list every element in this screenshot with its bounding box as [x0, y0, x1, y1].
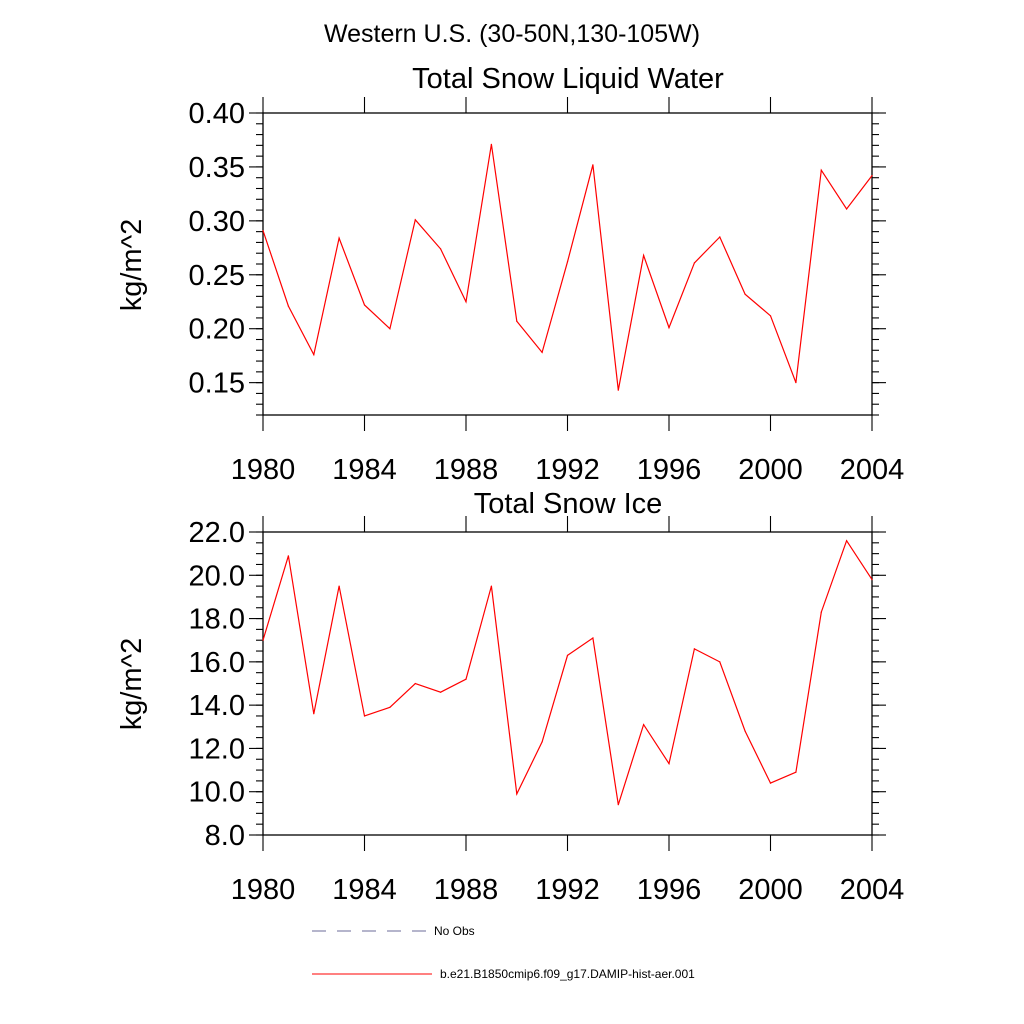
- x-tick-label: 2004: [840, 874, 905, 906]
- panel-title: Total Snow Ice: [474, 488, 663, 520]
- data-point: [668, 763, 670, 765]
- data-point: [643, 724, 645, 726]
- data-point: [846, 208, 848, 210]
- data-point: [516, 793, 518, 795]
- y-axis-label: kg/m^2: [116, 219, 148, 312]
- y-tick-label: 0.30: [189, 206, 245, 238]
- panel-snow-liquid-water: Total Snow Liquid Water kg/m^2 0.150.200…: [116, 63, 904, 486]
- y-tick-label: 0.25: [189, 260, 245, 292]
- data-point: [440, 248, 442, 250]
- data-point: [490, 585, 492, 587]
- data-point: [262, 230, 264, 232]
- y-tick-label: 16.0: [189, 647, 245, 679]
- x-tick-label: 1992: [535, 874, 600, 906]
- data-point: [820, 169, 822, 171]
- data-point: [566, 261, 569, 263]
- data-point: [871, 175, 873, 177]
- data-point: [262, 639, 264, 641]
- data-point: [516, 320, 518, 322]
- data-point: [287, 555, 289, 557]
- data-point: [541, 741, 543, 743]
- x-tick-label: 1980: [231, 454, 296, 486]
- data-point: [693, 648, 696, 650]
- data-point: [617, 389, 619, 391]
- series-marks: [262, 143, 873, 391]
- y-tick-label: 10.0: [189, 777, 245, 809]
- y-tick-label: 12.0: [189, 733, 245, 765]
- y-tick-label: 18.0: [189, 604, 245, 636]
- y-tick-label: 20.0: [189, 560, 245, 592]
- legend-item-no-obs: No Obs: [312, 924, 475, 938]
- x-tick-label: 2000: [738, 454, 803, 486]
- data-point: [592, 164, 594, 166]
- data-point: [414, 682, 416, 685]
- figure-suptitle: Western U.S. (30-50N,130-105W): [324, 20, 700, 48]
- y-tick-label: 8.0: [205, 820, 245, 852]
- data-point: [719, 661, 721, 663]
- legend-item-model-run: b.e21.B1850cmip6.f09_g17.DAMIP-hist-aer.…: [312, 967, 695, 981]
- x-tick-label: 1996: [637, 454, 702, 486]
- data-point: [363, 304, 366, 306]
- x-tick-label: 1984: [332, 454, 397, 486]
- data-point: [769, 315, 772, 317]
- x-tick-label: 1992: [535, 454, 600, 486]
- data-point: [389, 328, 391, 330]
- y-tick-label: 0.40: [189, 98, 245, 130]
- plot-frame: [262, 531, 873, 836]
- data-point: [541, 351, 543, 353]
- data-point: [744, 293, 746, 295]
- data-point: [744, 730, 746, 732]
- data-point: [668, 327, 670, 329]
- axes: 8.0 10.0 12.0 14.0 16.0 18.0 20.0 22.0 1980 1984 1…: [189, 516, 905, 906]
- axes: 0.15 0.20 0.25 0.30 0.35 0.40 1980 1984 1988 1992…: [189, 97, 905, 486]
- data-point: [566, 654, 569, 657]
- legend-label: No Obs: [434, 924, 475, 938]
- x-tick-label: 1980: [231, 874, 296, 906]
- x-tick-label: 1984: [332, 874, 397, 906]
- panel-title: Total Snow Liquid Water: [412, 63, 724, 95]
- data-point: [465, 678, 467, 680]
- y-tick-label: 0.35: [189, 152, 245, 184]
- data-point: [363, 715, 366, 717]
- data-point: [338, 237, 340, 239]
- data-point: [313, 354, 315, 356]
- data-point: [820, 611, 822, 613]
- y-axis-label: kg/m^2: [116, 638, 148, 731]
- data-point: [719, 236, 721, 238]
- x-tick-label: 1988: [434, 874, 499, 906]
- data-point: [287, 305, 289, 307]
- legend-label: b.e21.B1850cmip6.f09_g17.DAMIP-hist-aer.…: [440, 967, 695, 981]
- data-point: [389, 706, 391, 708]
- y-tick-label: 14.0: [189, 690, 245, 722]
- data-point: [871, 579, 873, 581]
- series-line: [262, 144, 873, 391]
- data-point: [414, 219, 416, 221]
- data-point: [643, 254, 645, 256]
- x-tick-label: 2000: [738, 874, 803, 906]
- series-line: [262, 539, 873, 805]
- data-point: [846, 540, 848, 542]
- x-tick-label: 1988: [434, 454, 499, 486]
- data-point: [490, 143, 492, 145]
- y-tick-label: 0.15: [189, 368, 245, 400]
- legend: No Obs b.e21.B1850cmip6.f09_g17.DAMIP-hi…: [312, 924, 695, 981]
- x-tick-label: 1996: [637, 874, 702, 906]
- data-point: [338, 585, 340, 587]
- data-point: [693, 262, 696, 264]
- data-point: [440, 691, 442, 693]
- data-point: [769, 782, 772, 784]
- data-point: [313, 713, 315, 715]
- series-marks: [262, 539, 873, 806]
- y-tick-label: 22.0: [189, 517, 245, 549]
- data-point: [592, 637, 594, 639]
- data-point: [617, 804, 619, 806]
- panel-snow-ice: Total Snow Ice kg/m^2 8.0 10.0 12.0 14.0 16.…: [116, 488, 904, 906]
- data-point: [795, 382, 797, 384]
- y-tick-label: 0.20: [189, 314, 245, 346]
- data-point: [465, 301, 467, 303]
- data-point: [795, 771, 797, 773]
- x-tick-label: 2004: [840, 454, 905, 486]
